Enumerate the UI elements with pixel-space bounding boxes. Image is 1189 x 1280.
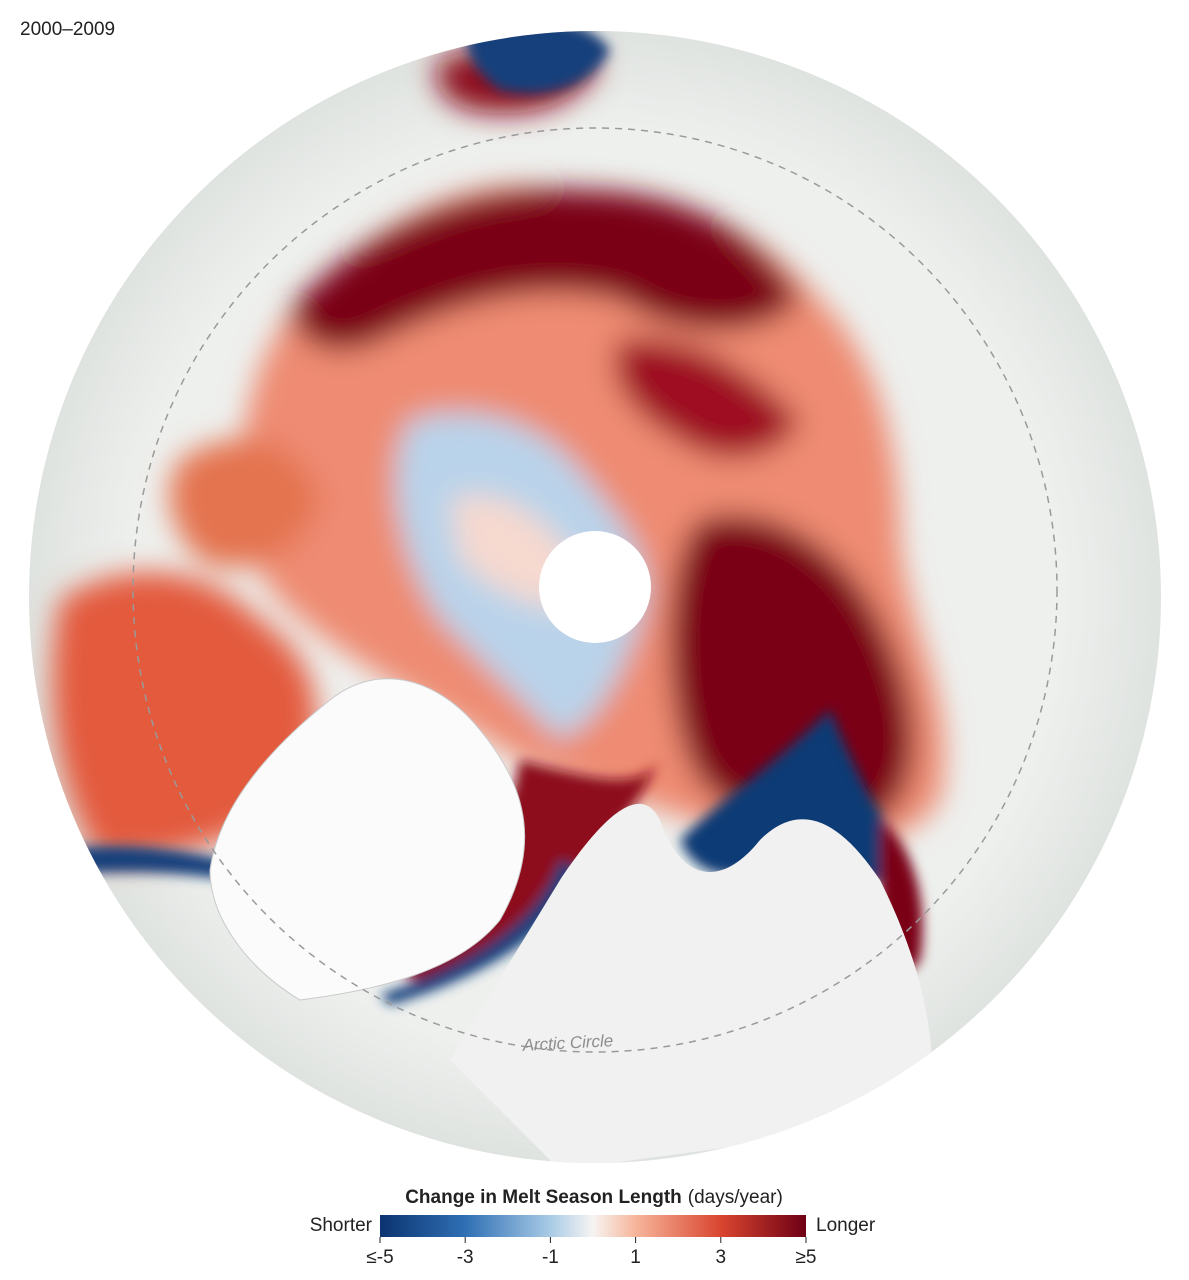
arctic-circle-label: Arctic Circle xyxy=(521,1031,614,1055)
legend-low-label: Shorter xyxy=(310,1215,373,1236)
color-bar xyxy=(380,1215,806,1237)
legend-unit: (days/year) xyxy=(688,1187,783,1208)
dark-red-zone xyxy=(290,188,800,350)
legend-tick-label: 1 xyxy=(630,1247,641,1268)
legend-tick-label: -1 xyxy=(542,1247,559,1268)
legend-title: Change in Melt Season Length (days/year) xyxy=(405,1187,783,1208)
red-zone xyxy=(614,338,800,458)
legend-title-text: Change in Melt Season Length xyxy=(405,1187,682,1208)
legend-tick-label: ≥5 xyxy=(796,1247,817,1268)
blue-band xyxy=(380,860,580,1005)
legend-tick-label: 3 xyxy=(716,1247,727,1268)
sea-ice-map xyxy=(52,31,1058,1163)
land-mass xyxy=(450,803,933,1163)
pole-hole xyxy=(539,531,651,643)
legend-tick-label: -3 xyxy=(457,1247,474,1268)
greenland xyxy=(209,678,526,1001)
legend-ticks: ≤-5 -3 -1 1 3 ≥5 xyxy=(366,1237,817,1268)
legend-tick-label: ≤-5 xyxy=(366,1247,393,1268)
legend-high-label: Longer xyxy=(816,1215,876,1236)
arctic-circle-line xyxy=(132,127,1058,1053)
blue-band xyxy=(680,710,910,883)
dark-red-zone xyxy=(670,514,914,830)
melt-field xyxy=(52,45,945,860)
period-label: 2000–2009 xyxy=(20,19,115,40)
ice-region xyxy=(169,439,320,568)
